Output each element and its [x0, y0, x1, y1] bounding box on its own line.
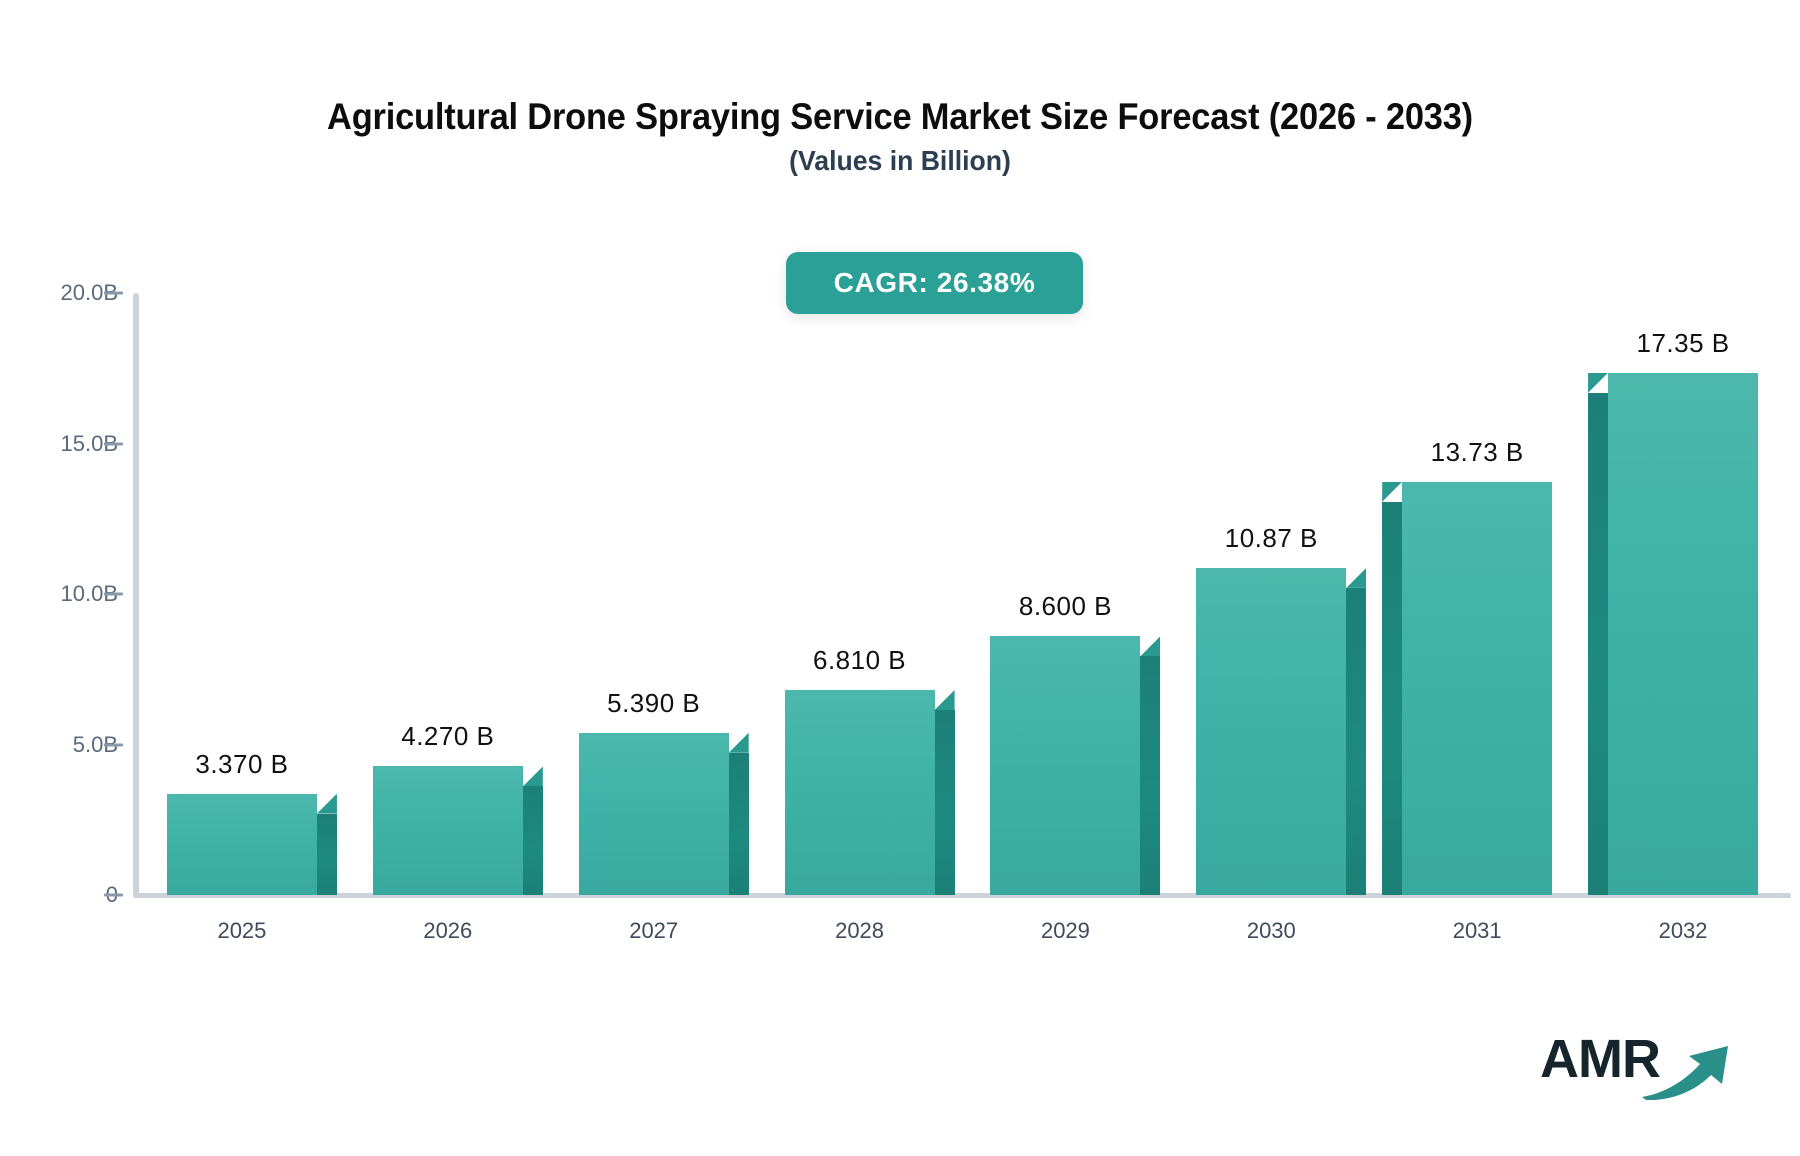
x-axis-tick-label: 2028: [835, 918, 885, 943]
x-axis-tick-label: 2031: [1452, 918, 1502, 943]
bar-depth-panel: [1140, 656, 1161, 895]
bar-depth-panel: [316, 813, 337, 895]
y-axis-tick-label: 10.0B: [60, 581, 119, 606]
bar-value-label: 5.390 B: [607, 687, 701, 718]
bar-face: [1608, 372, 1759, 895]
y-axis-line: [133, 293, 139, 897]
bar-face: [784, 690, 935, 895]
bar-value-label: 10.87 B: [1224, 522, 1318, 553]
bar-value-label: 4.270 B: [401, 721, 495, 752]
bar-face: [1196, 567, 1347, 895]
x-axis-tick-label: 2026: [423, 918, 473, 943]
y-axis-tick-label: 5.0B: [72, 731, 118, 757]
bar-depth-panel: [522, 786, 543, 895]
bar-face: [166, 793, 317, 895]
y-axis-tick-label: 15.0B: [60, 430, 119, 456]
bar-depth-panel: [1588, 392, 1609, 895]
y-axis-tick-label: 0: [0, 882, 118, 908]
x-axis-line: [133, 893, 1791, 898]
y-axis-tick-mark: [104, 442, 123, 445]
bar-face: [578, 732, 729, 895]
bar-top-bevel: [1346, 567, 1367, 588]
bar-depth-panel: [1382, 501, 1403, 895]
x-axis-tick-label: 2029: [1040, 918, 1090, 943]
y-axis-tick-mark: [104, 592, 123, 596]
growth-arrow-icon: [1642, 1046, 1728, 1100]
x-axis-tick-label: 2032: [1658, 918, 1708, 943]
y-axis-tick-label: 20.0B: [60, 280, 119, 305]
bar-depth-panel: [1346, 587, 1367, 895]
chart-subtitle: (Values in Billion): [789, 145, 1011, 176]
bar-value-label: 3.370 B: [195, 748, 289, 779]
bar-face: [990, 636, 1141, 895]
bar-top-bevel: [1588, 372, 1609, 393]
cagr-badge-label: CAGR: 26.38%: [833, 267, 1036, 298]
bar-depth-panel: [728, 752, 749, 895]
x-axis-tick-label: 2030: [1246, 918, 1296, 943]
amr-logo: AMR: [1540, 1030, 1730, 1100]
bar-top-bevel: [1382, 481, 1403, 502]
bar-top-bevel: [1140, 636, 1161, 657]
bar-face: [1402, 481, 1553, 895]
bar-depth-panel: [934, 710, 955, 895]
bar-value-label: 6.810 B: [812, 645, 907, 676]
y-axis-tick-mark: [104, 893, 123, 897]
amr-wordmark: AMR: [1540, 1029, 1661, 1089]
page-title: Agricultural Drone Spraying Service Mark…: [327, 96, 1473, 137]
bar-value-label: 8.600 B: [1018, 591, 1113, 622]
y-axis-tick-mark: [104, 291, 123, 295]
bar-top-bevel: [522, 766, 543, 787]
x-axis-tick-label: 2025: [217, 918, 267, 943]
cagr-badge: CAGR: 26.38%: [786, 252, 1083, 314]
bar-value-label: 17.35 B: [1636, 327, 1730, 358]
bar-value-label: 13.73 B: [1430, 436, 1524, 467]
y-axis-tick-mark: [104, 743, 123, 746]
bar-face: [372, 766, 523, 895]
bar-top-bevel: [934, 690, 955, 711]
bar-top-bevel: [728, 732, 749, 753]
x-axis-tick-label: 2027: [629, 918, 679, 943]
bar-top-bevel: [316, 793, 337, 814]
